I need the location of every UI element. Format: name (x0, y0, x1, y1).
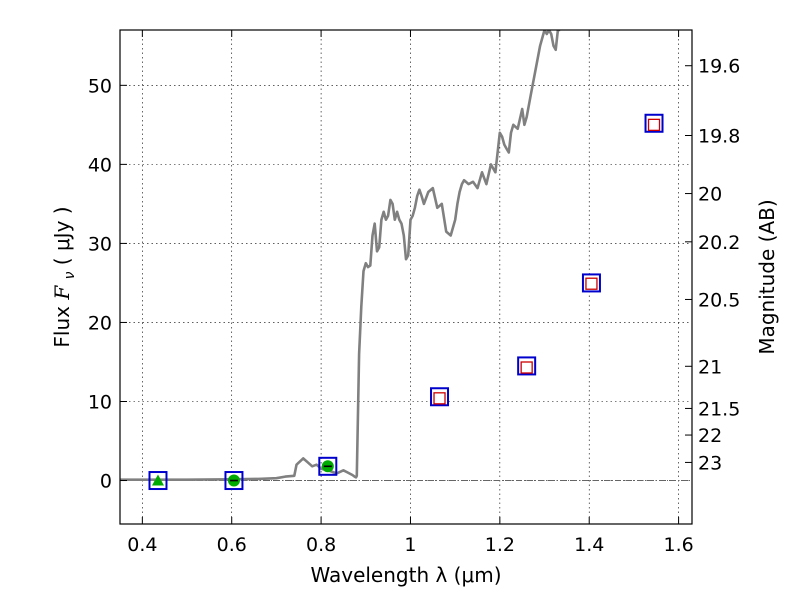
upper-limit-marker (520, 361, 533, 374)
observed-triangle-marker (151, 474, 164, 486)
x-tick-label: 1 (404, 534, 416, 556)
magnitude-tick-label: 23 (698, 452, 722, 474)
magnitude-tick-label: 20.5 (698, 289, 740, 311)
y-axis-label-suffix: ( μJy ) (50, 206, 74, 265)
upper-limit-marker (585, 277, 598, 290)
x-tick-label: 0.8 (306, 534, 336, 556)
x-tick-label: 1.2 (485, 534, 515, 556)
model-photometry-marker (224, 471, 244, 491)
y-axis-label-prefix: Flux (50, 300, 74, 348)
y-tick-label: 0 (100, 471, 112, 493)
y-axis-label-symbol: F (50, 285, 74, 301)
y-axis-label: Flux F ν ( μJy ) (50, 206, 79, 347)
y-tick-label: 10 (88, 391, 112, 413)
magnitude-tick-label: 21.5 (698, 398, 740, 420)
model-photometry-marker (318, 456, 338, 476)
marker-layer (148, 113, 664, 491)
magnitude-tick-label: 20.2 (698, 232, 740, 254)
model-photometry-marker (430, 387, 450, 407)
tick-layer: 0.4 0.6 0.8 1 1.2 1.4 1.6 0 10 20 30 40 50 19.6 19.8 20… (88, 30, 740, 556)
spectrum-layer (120, 30, 561, 481)
x-tick-label: 0.4 (127, 534, 157, 556)
y-tick-label: 40 (88, 154, 112, 176)
model-photometry-marker (581, 273, 601, 293)
spectrum-line (120, 30, 561, 481)
magnitude-tick-label: 19.8 (698, 126, 740, 148)
magnitude-tick-label: 20 (698, 184, 722, 206)
x-tick-label: 0.6 (217, 534, 247, 556)
model-photometry-marker (148, 471, 168, 491)
x-axis-label: Wavelength λ (μm) (310, 563, 501, 587)
y-tick-label: 20 (88, 312, 112, 334)
magnitude-axis-label: Magnitude (AB) (755, 199, 779, 354)
magnitude-tick-label: 22 (698, 425, 722, 447)
magnitude-tick-label: 21 (698, 356, 722, 378)
y-axis-label-subscript: ν (62, 271, 78, 279)
y-tick-label: 50 (88, 75, 112, 97)
magnitude-tick-label: 19.6 (698, 56, 740, 78)
model-photometry-marker (644, 113, 664, 133)
model-photometry-marker (517, 356, 537, 376)
upper-limit-marker (433, 392, 446, 405)
x-tick-label: 1.4 (574, 534, 604, 556)
plot-frame (119, 29, 693, 525)
y-tick-label: 30 (88, 233, 112, 255)
upper-limit-marker (647, 118, 661, 131)
x-tick-label: 1.6 (663, 534, 693, 556)
